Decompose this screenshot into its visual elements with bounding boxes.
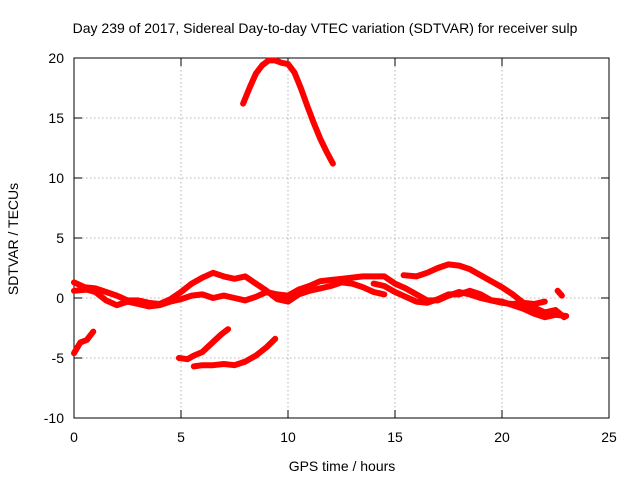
- series-third-track: [370, 280, 548, 307]
- series-right-end-fragment: [554, 287, 565, 299]
- y-tick-label: 20: [48, 50, 64, 66]
- y-tick-label: 5: [56, 230, 64, 246]
- x-tick-label: 20: [494, 429, 510, 445]
- series-high-arc: [240, 57, 336, 167]
- chart-title: Day 239 of 2017, Sidereal Day-to-day VTE…: [73, 20, 578, 36]
- series-bottom-low-track: [190, 335, 279, 370]
- x-tick-label: 15: [387, 429, 403, 445]
- y-tick-label: -5: [52, 350, 65, 366]
- x-axis-label: GPS time / hours: [289, 458, 396, 474]
- series-left-low-fragment: [71, 328, 97, 357]
- x-tick-label: 5: [177, 429, 185, 445]
- x-tick-label: 0: [70, 429, 78, 445]
- series-middle-low-fragment: [175, 326, 232, 363]
- y-tick-label: 0: [56, 290, 64, 306]
- y-tick-label: -10: [44, 410, 64, 426]
- y-axis-label: SDTVAR / TECUs: [5, 183, 21, 295]
- data-series: [71, 57, 570, 370]
- y-tick-label: 10: [48, 170, 64, 186]
- series-right-upper-track: [400, 261, 568, 321]
- y-tick-label: 15: [48, 110, 64, 126]
- grid-lines: [74, 58, 609, 418]
- tick-labels: 0 5 10 15 20 25 -10 -5 0 5 10 15 20: [44, 50, 617, 445]
- x-tick-label: 25: [601, 429, 617, 445]
- x-tick-label: 10: [280, 429, 296, 445]
